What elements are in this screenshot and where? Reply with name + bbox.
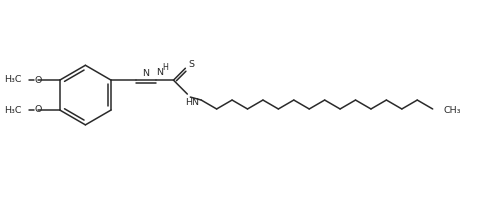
Text: H₃C: H₃C [4, 75, 22, 84]
Text: N: N [156, 68, 163, 77]
Text: N: N [142, 69, 149, 78]
Text: S: S [188, 60, 195, 69]
Text: H: H [163, 63, 169, 72]
Text: HN: HN [185, 98, 199, 106]
Text: H₃C: H₃C [4, 106, 22, 116]
Text: O: O [34, 106, 42, 114]
Text: CH₃: CH₃ [443, 106, 461, 116]
Text: O: O [34, 76, 42, 85]
